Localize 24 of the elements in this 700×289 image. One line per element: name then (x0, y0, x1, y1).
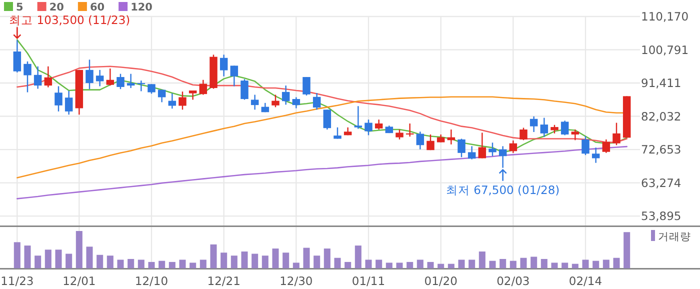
x-tick-label: 01/11 (352, 274, 386, 288)
x-tick-label: 12/10 (134, 274, 168, 288)
legend-label: 120 (130, 2, 152, 14)
legend: 거래량 (651, 230, 691, 243)
x-tick-label: 01/20 (424, 274, 458, 288)
y-tick-label: 72,653 (641, 142, 682, 157)
annotation: 최저 67,500 (01/28) (446, 182, 560, 197)
y-tick-label: 100,791 (641, 42, 689, 57)
x-tick-label: 11/23 (0, 274, 34, 288)
x-tick-label: 02/03 (496, 274, 530, 288)
y-tick-label: 82,032 (641, 109, 682, 124)
legend-label: 20 (49, 2, 64, 14)
annotation: 최고 103,500 (11/23) (9, 13, 130, 28)
legend-label: 거래량 (658, 231, 691, 243)
legend-label: 5 (16, 2, 24, 14)
y-tick-label: 53,895 (641, 209, 682, 224)
y-tick-label: 63,274 (641, 176, 682, 190)
x-tick-label: 12/21 (207, 274, 240, 288)
y-tick-label: 91,411 (641, 76, 682, 90)
x-tick-label: 02/14 (568, 274, 602, 288)
y-tick-label: 110,170 (641, 10, 689, 24)
x-tick-label: 12/30 (280, 274, 313, 288)
legend-label: 60 (90, 2, 105, 14)
x-tick-label: 12/01 (62, 274, 96, 288)
